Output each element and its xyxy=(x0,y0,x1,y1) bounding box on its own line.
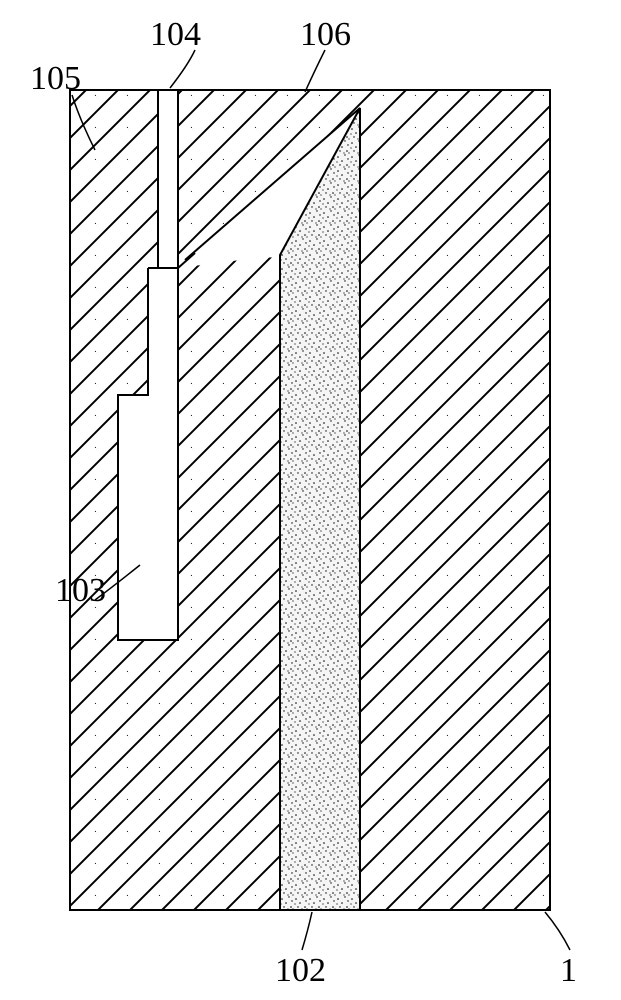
slot-104 xyxy=(158,88,178,268)
cavity-103-upper xyxy=(148,268,178,395)
label-106: 106 xyxy=(300,16,351,54)
label-104: 104 xyxy=(150,16,201,54)
label-102: 102 xyxy=(275,952,326,990)
leader-102 xyxy=(302,912,312,950)
label-1: 1 xyxy=(560,952,577,990)
technical-diagram xyxy=(0,0,621,1000)
label-103: 103 xyxy=(55,572,106,610)
leader-104 xyxy=(170,50,195,88)
label-105: 105 xyxy=(30,60,81,98)
leader-106 xyxy=(305,50,325,92)
leader-1 xyxy=(545,912,570,950)
cavity-103-lower xyxy=(118,395,178,640)
